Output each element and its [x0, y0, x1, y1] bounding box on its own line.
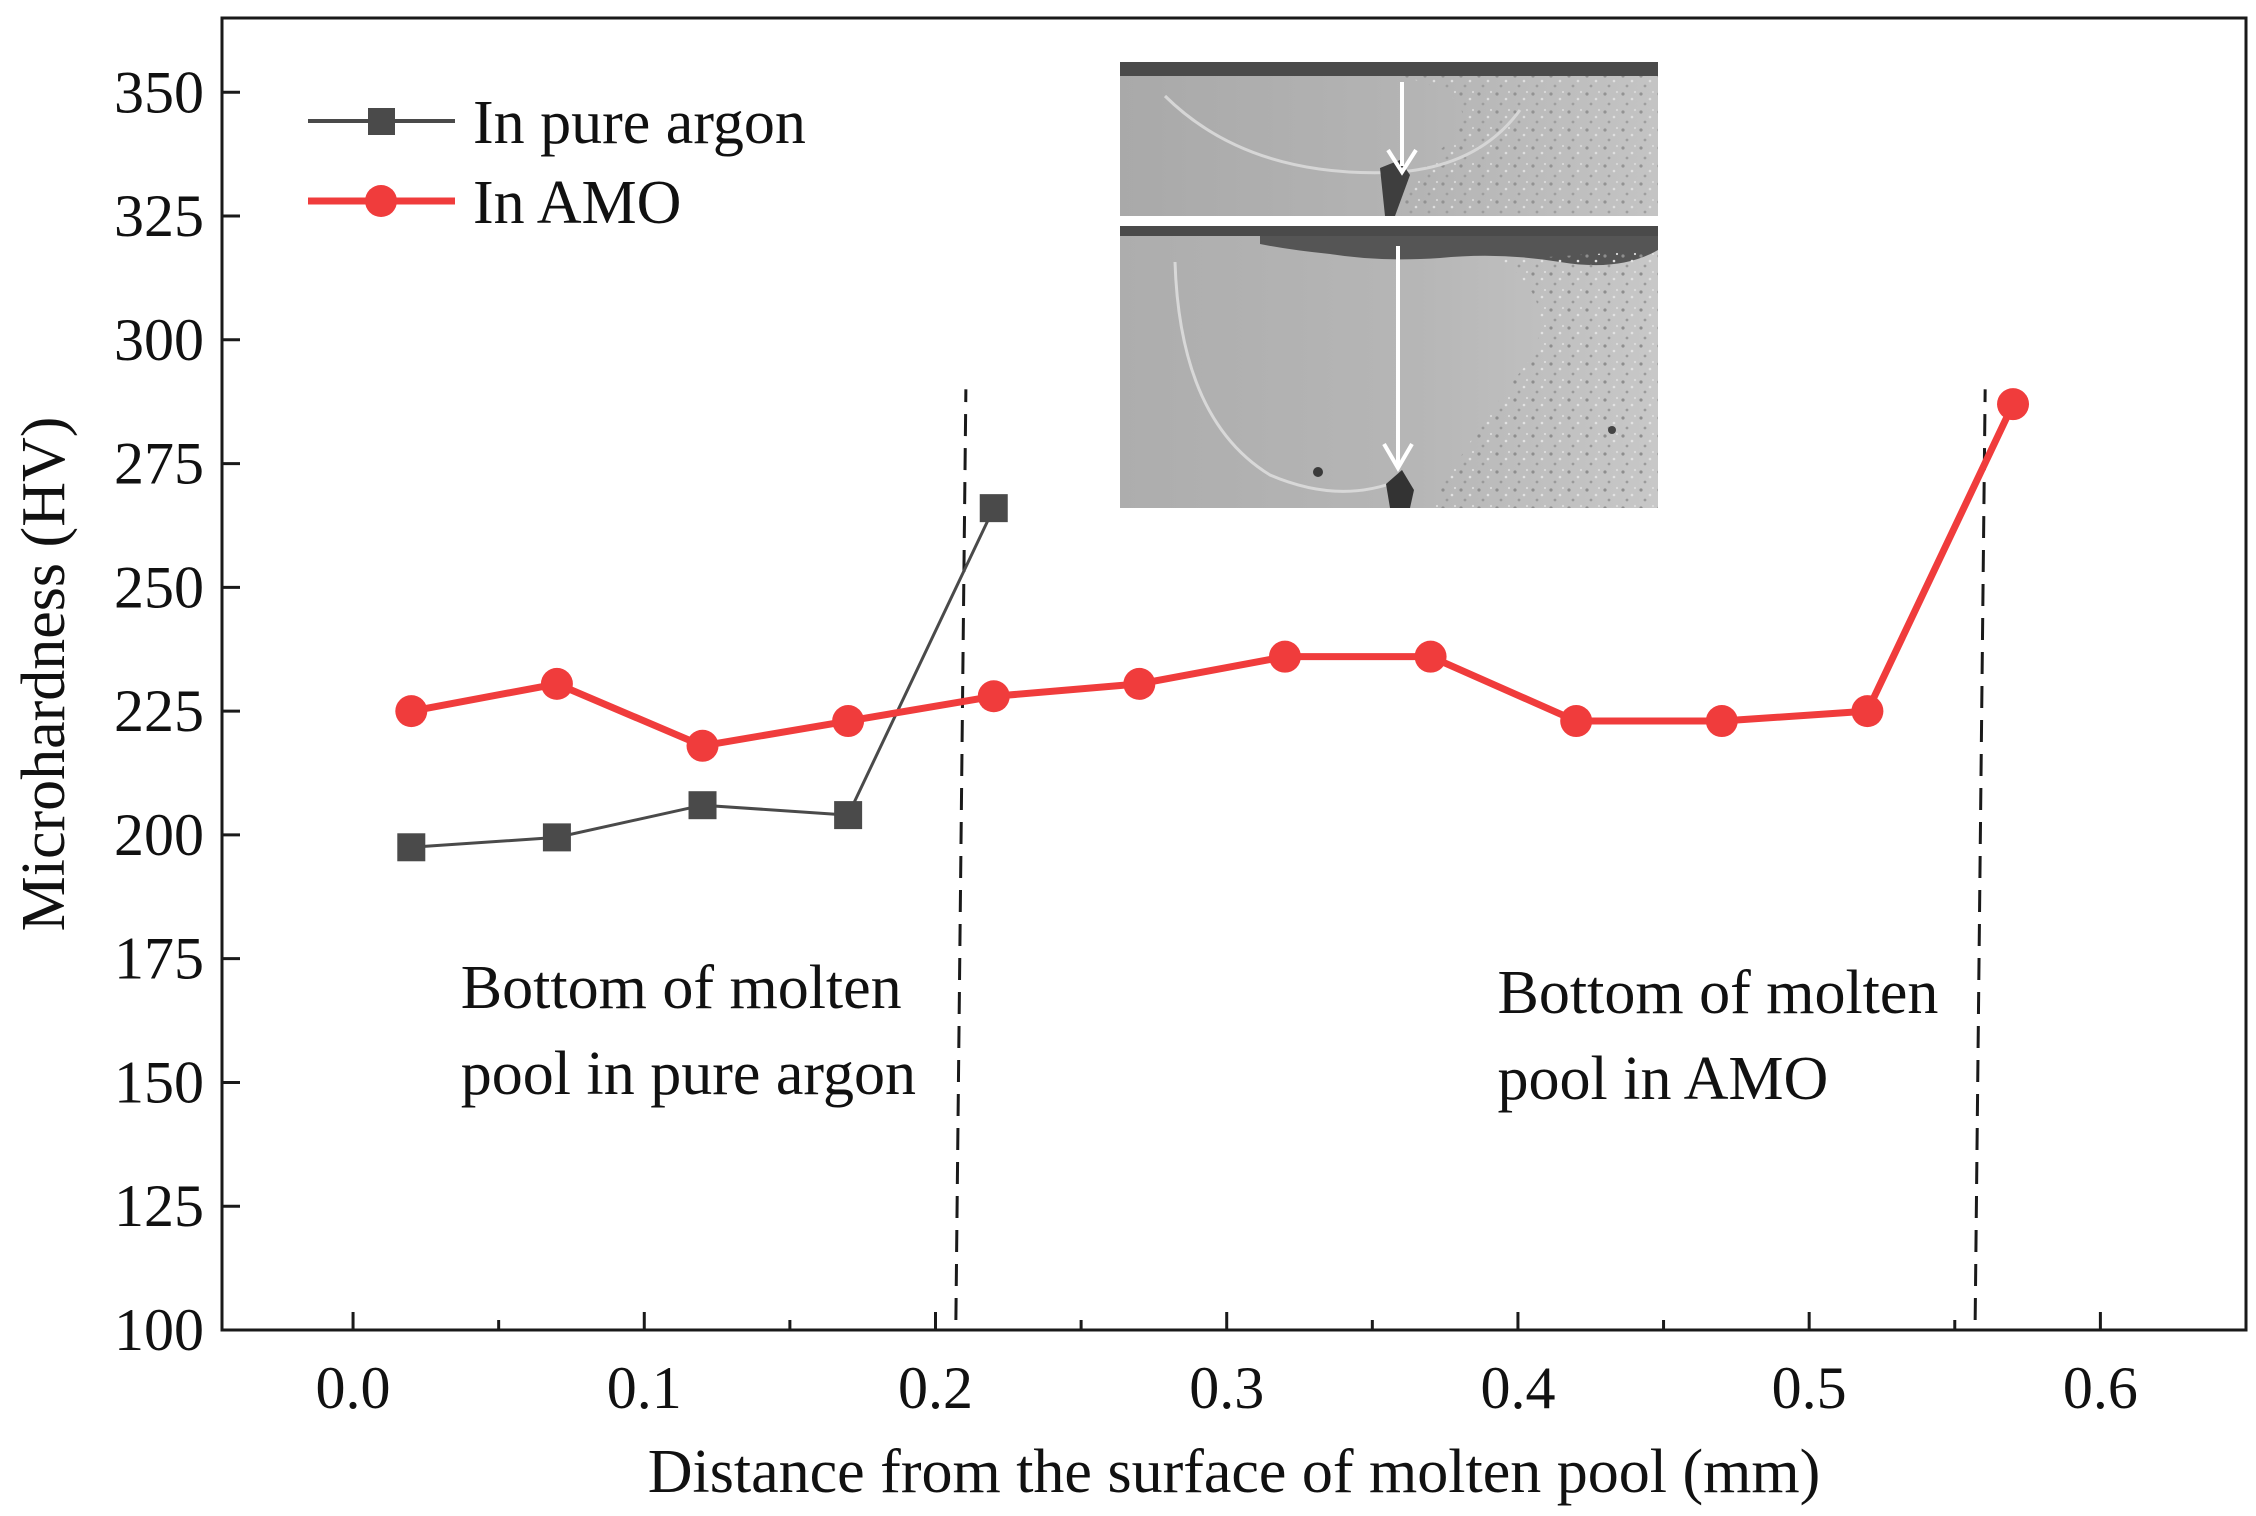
reference-line-pure-argon-bottom: [954, 389, 968, 1321]
legend-label-amo: In AMO: [473, 169, 681, 237]
y-tick-label: 275: [114, 431, 204, 497]
x-tick-label: 0.1: [607, 1355, 682, 1421]
legend-entry-pure-argon: In pure argon: [308, 89, 806, 157]
y-tick-label: 200: [114, 802, 204, 868]
data-point-circle: [977, 680, 1010, 713]
plot-frame: [220, 16, 2248, 1332]
y-tick-label: 225: [114, 678, 204, 744]
annotation-line: pool in AMO: [1498, 1045, 1829, 1113]
annotations-layer: Bottom of molten pool in pure argonBottom…: [461, 954, 1939, 1113]
data-point-circle: [395, 695, 428, 728]
data-point-circle: [1851, 695, 1884, 728]
data-point-square: [688, 791, 717, 820]
x-tick-label: 0.6: [2063, 1355, 2138, 1421]
data-point-circle: [1123, 667, 1156, 700]
data-point-square: [397, 833, 426, 862]
y-tick-label: 100: [114, 1297, 204, 1363]
data-point-circle: [1560, 705, 1593, 738]
x-tick-label: 0.0: [316, 1355, 391, 1421]
annotation-1: Bottom of molten pool in AMO: [1498, 959, 1939, 1113]
x-tick-label: 0.3: [1189, 1355, 1264, 1421]
micrograph-amo: [1120, 226, 1658, 508]
data-point-square: [542, 823, 571, 852]
data-point-circle: [1997, 388, 2030, 421]
series-pure-argon: [397, 494, 1008, 862]
inset-micrographs: [1120, 62, 1658, 508]
series-line: [410, 402, 2017, 750]
micrograph-pure-argon: [1120, 62, 1658, 216]
y-tick-label: 150: [114, 1049, 204, 1115]
y-tick-label: 250: [114, 554, 204, 620]
legend-circle-marker-icon: [365, 185, 397, 217]
data-point-circle: [1268, 640, 1301, 673]
legend: In pure argon In AMO: [308, 89, 806, 237]
data-point-square: [834, 801, 863, 830]
legend-square-marker-icon: [368, 108, 395, 135]
x-axis-label: Distance from the surface of molten pool…: [648, 1438, 1820, 1506]
annotation-line: pool in pure argon: [461, 1040, 916, 1108]
y-tick-label: 325: [114, 183, 204, 249]
x-tick-label: 0.5: [1772, 1355, 1847, 1421]
data-point-circle: [832, 705, 865, 738]
reference-lines-layer: [954, 389, 1987, 1321]
reference-line-amo-bottom: [1973, 389, 1987, 1321]
y-tick-label: 300: [114, 307, 204, 373]
legend-label-pure-argon: In pure argon: [473, 89, 806, 157]
y-axis-label: Microhardness (HV): [10, 417, 78, 932]
y-tick-label: 350: [114, 59, 204, 125]
ticks-layer: 0.0 0.1 0.2 0.3 0.4 0.5 0.6 100 125 150 175 200 225 2…: [114, 59, 2138, 1421]
annotation-0: Bottom of molten pool in pure argon: [461, 954, 916, 1108]
data-point-circle: [1705, 705, 1738, 738]
legend-entry-amo: In AMO: [308, 169, 681, 237]
data-point-circle: [1414, 640, 1447, 673]
x-tick-label: 0.2: [898, 1355, 973, 1421]
data-point-circle: [540, 667, 573, 700]
x-tick-label: 0.4: [1480, 1355, 1555, 1421]
series-layer: [395, 388, 2030, 862]
series-amo: [395, 388, 2030, 762]
y-tick-label: 175: [114, 926, 204, 992]
annotation-line: Bottom of molten: [1498, 959, 1939, 1027]
data-point-square: [979, 494, 1008, 523]
data-point-circle: [686, 729, 719, 762]
y-tick-label: 125: [114, 1173, 204, 1239]
annotation-line: Bottom of molten: [461, 954, 902, 1022]
